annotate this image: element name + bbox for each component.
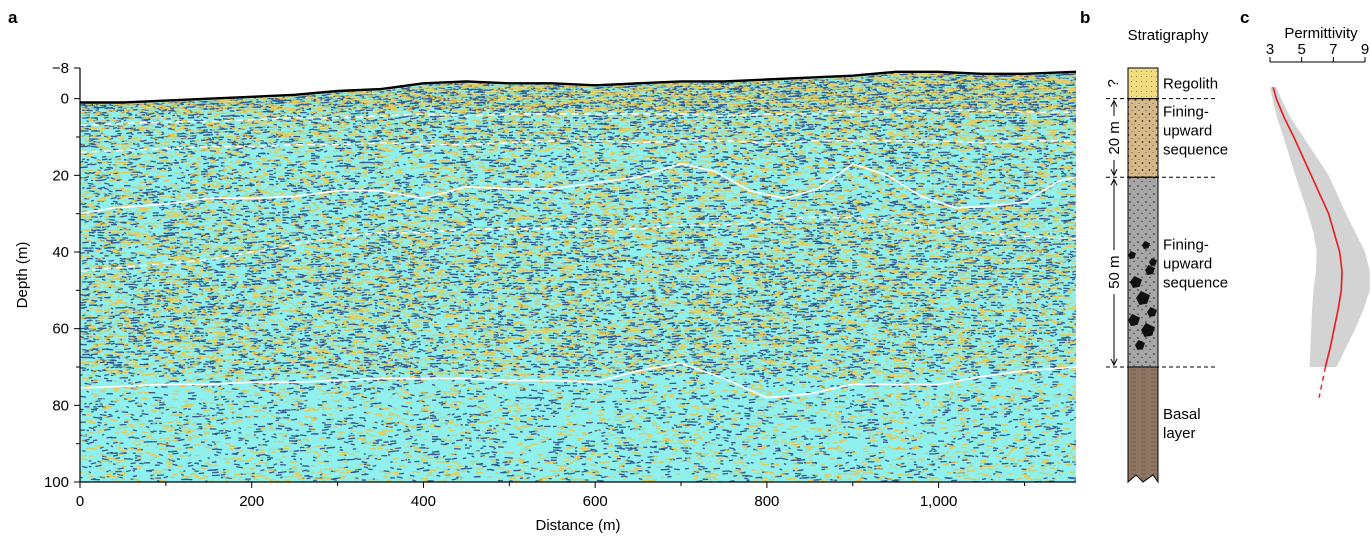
- arrow-head: [1110, 169, 1118, 177]
- y-tick-label: −8: [52, 60, 69, 77]
- strat-unit-label: Fining-: [1163, 104, 1209, 121]
- perm-tick-label: 9: [1361, 41, 1369, 58]
- strat-unit-label: Fining-: [1163, 236, 1209, 253]
- label-backing: [1106, 115, 1122, 160]
- strat-unit-label: layer: [1163, 425, 1196, 442]
- clast: [1145, 265, 1155, 275]
- y-tick-label: 60: [52, 321, 69, 338]
- clast: [1147, 307, 1157, 317]
- label-backing: [1106, 250, 1122, 295]
- thickness-label: 50 m: [1106, 255, 1123, 288]
- y-tick-label: 100: [44, 474, 69, 491]
- permittivity-plot: 3 5 7 9: [1266, 41, 1370, 398]
- interface-dashed-0: [80, 109, 1076, 127]
- clast: [1142, 241, 1150, 249]
- strat-column: Regolith Fining-upward sequence Fining-upwa…: [1105, 67, 1228, 484]
- arrow-head: [1110, 358, 1118, 367]
- permittivity-extrapolation: [1318, 366, 1327, 398]
- surface-line: [80, 70, 1077, 104]
- y-axis-label: Depth (m): [14, 242, 31, 309]
- clast: [1130, 276, 1142, 288]
- y-tick-label: 80: [52, 397, 69, 414]
- interface-lines: [80, 109, 1076, 399]
- strat-unit-1: [1127, 98, 1159, 178]
- strat-unit-basal: [1127, 366, 1159, 484]
- surface-mask: [80, 62, 1076, 103]
- y-tick-label: 40: [52, 244, 69, 261]
- unknown-marker: ?: [1105, 79, 1122, 87]
- x-tick-label: 600: [583, 493, 608, 510]
- clast: [1149, 258, 1157, 266]
- radargram-panel: 0 200 400 600 800 1,000 −8 0 20 40 60 80 100 Distanc…: [14, 60, 1077, 534]
- strat-unit-label: upward: [1163, 255, 1212, 272]
- strat-unit-label: Basal: [1163, 406, 1201, 423]
- x-axis-label: Distance (m): [535, 517, 620, 534]
- x-tick-label: 0: [76, 493, 84, 510]
- radargram-axes: 0 200 400 600 800 1,000 −8 0 20 40 60 80 100: [44, 60, 1076, 510]
- interface-solid-4: [80, 362, 1076, 399]
- perm-tick-label: 7: [1329, 41, 1337, 58]
- permittivity-panel: Permittivity 3 5 7 9: [1266, 25, 1370, 398]
- x-tick-label: 200: [239, 493, 264, 510]
- strat-unit-label: sequence: [1163, 142, 1228, 159]
- arrow-head: [1110, 99, 1118, 107]
- strat-unit-label: sequence: [1163, 274, 1228, 291]
- perm-tick-label: 5: [1297, 41, 1305, 58]
- x-tick-label: 400: [411, 493, 436, 510]
- x-tick-label: 1,000: [920, 493, 958, 510]
- clast: [1128, 314, 1140, 326]
- thickness-label: 20 m: [1106, 121, 1123, 154]
- clast: [1141, 323, 1155, 337]
- panel-a-letter: a: [8, 8, 18, 27]
- permittivity-title: Permittivity: [1284, 25, 1358, 42]
- perm-tick-label: 3: [1266, 41, 1274, 58]
- x-tick-label: 800: [754, 493, 779, 510]
- panel-b-letter: b: [1080, 8, 1090, 27]
- interface-solid-2: [80, 162, 1076, 215]
- strat-unit-0: [1127, 67, 1159, 100]
- y-tick-label: 20: [52, 167, 69, 184]
- interface-dashed-3: [80, 216, 1076, 272]
- y-tick-label: 0: [61, 91, 69, 108]
- clast: [1135, 340, 1145, 350]
- clast: [1136, 291, 1150, 305]
- uncertainty-band: [1270, 87, 1370, 367]
- strat-unit-label: upward: [1163, 123, 1212, 140]
- clast: [1128, 251, 1136, 259]
- arrow-head: [1110, 178, 1118, 186]
- stratigraphy-panel: Stratigraphy Regolith Fining-upward sequen…: [1105, 27, 1228, 484]
- permittivity-line: [1272, 86, 1343, 368]
- interface-dashed-1: [80, 140, 1076, 153]
- stratigraphy-title: Stratigraphy: [1128, 27, 1209, 44]
- panel-c-letter: c: [1240, 8, 1249, 27]
- strat-unit-label: Regolith: [1163, 75, 1218, 92]
